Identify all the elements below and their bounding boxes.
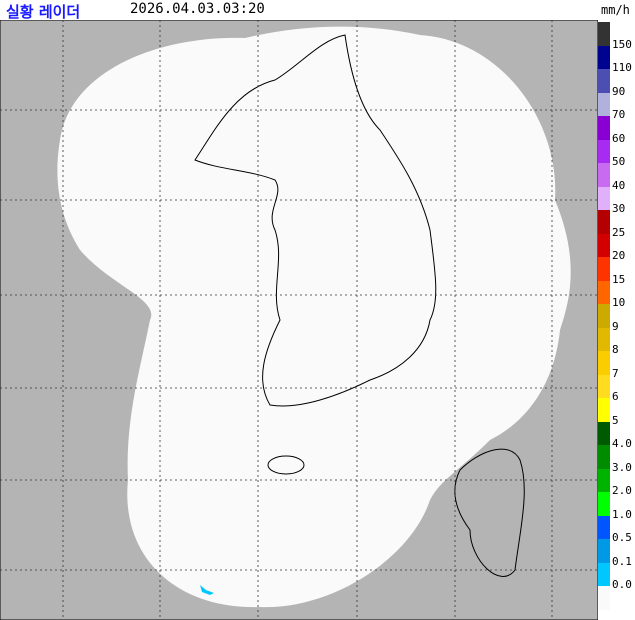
legend-label: 6 — [612, 390, 619, 404]
legend-label: 9 — [612, 319, 619, 333]
legend-label: 2.0 — [612, 484, 632, 498]
legend-label: 10 — [612, 296, 626, 310]
precipitation-echo — [200, 585, 214, 595]
observation-time: 2026.04.03.03:20 — [130, 1, 265, 17]
lat-lon-grid — [0, 20, 598, 620]
legend-label: 150 — [612, 37, 632, 51]
legend-color-swatch — [598, 257, 610, 281]
legend-label: 0.5 — [612, 531, 632, 545]
legend-label: 50 — [612, 155, 626, 169]
legend-color-swatch — [598, 515, 610, 540]
legend-color-swatch — [598, 327, 610, 352]
legend-color-swatch — [598, 116, 610, 140]
legend-color-swatch — [598, 233, 610, 258]
legend-color-swatch — [598, 445, 610, 469]
page-title: 실황 레이더 — [6, 3, 81, 21]
legend-label: 0.1 — [612, 554, 632, 568]
jeju-island — [267, 455, 305, 475]
korea-peninsula-outline — [194, 34, 437, 407]
legend-color-swatch — [598, 586, 610, 610]
legend-label: 40 — [612, 178, 626, 192]
legend-color-swatch — [598, 421, 610, 446]
legend-color-swatch — [598, 492, 610, 516]
legend-label: 3.0 — [612, 460, 632, 474]
legend-label: 1.0 — [612, 507, 632, 521]
legend-label: 7 — [612, 366, 619, 380]
legend-color-swatch — [598, 22, 610, 46]
legend-color-swatch — [598, 398, 610, 422]
legend-color-swatch — [598, 45, 610, 70]
legend-label: 15 — [612, 272, 626, 286]
legend-label: 90 — [612, 84, 626, 98]
legend-color-swatch — [598, 374, 610, 399]
legend-color-swatch — [598, 210, 610, 234]
legend-label: 8 — [612, 343, 619, 357]
legend-color-swatch — [598, 92, 610, 117]
legend-label: 60 — [612, 131, 626, 145]
legend-color-swatch — [598, 468, 610, 493]
legend-color-swatch — [598, 163, 610, 187]
radar-map[interactable] — [0, 20, 598, 620]
radar-coverage-area — [57, 26, 571, 608]
legend-label: 110 — [612, 61, 632, 75]
legend-label: 30 — [612, 202, 626, 216]
legend-color-swatch — [598, 304, 610, 328]
legend-label: 25 — [612, 225, 626, 239]
legend-color-swatch — [598, 562, 610, 587]
legend-color-swatch — [598, 539, 610, 563]
legend-color-swatch — [598, 69, 610, 93]
legend-color-swatch — [598, 280, 610, 305]
legend-color-swatch — [598, 351, 610, 375]
legend-unit: mm/h — [601, 3, 630, 17]
legend-label: 20 — [612, 249, 626, 263]
legend-label: 4.0 — [612, 437, 632, 451]
legend-label: 0.0 — [612, 578, 632, 592]
legend-label: 70 — [612, 108, 626, 122]
legend-label: 5 — [612, 413, 619, 427]
legend-color-swatch — [598, 186, 610, 211]
legend-color-swatch — [598, 139, 610, 164]
precipitation-legend — [598, 22, 610, 610]
